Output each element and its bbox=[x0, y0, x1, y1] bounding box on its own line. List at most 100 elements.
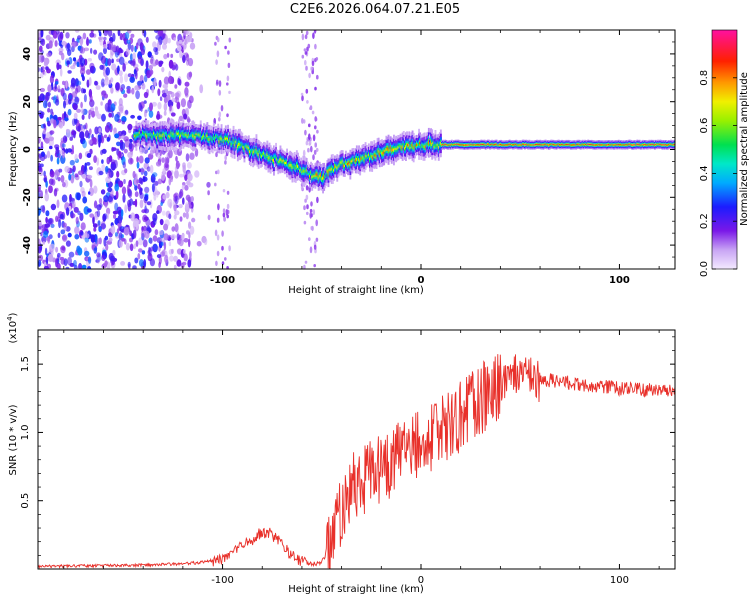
noise-speckle bbox=[152, 217, 157, 226]
noise-speckle bbox=[163, 96, 168, 104]
ridge-cell bbox=[295, 164, 298, 168]
ridge-cell bbox=[307, 172, 310, 175]
ridge-cell bbox=[330, 167, 333, 171]
noise-speckle bbox=[183, 113, 188, 120]
noise-speckle bbox=[178, 204, 183, 209]
noise-speckle bbox=[305, 140, 309, 146]
noise-speckle bbox=[88, 113, 91, 120]
ridge-cell bbox=[233, 143, 236, 147]
noise-speckle bbox=[222, 208, 226, 213]
noise-speckle bbox=[218, 80, 222, 87]
noise-speckle bbox=[55, 258, 58, 268]
ridge-cell bbox=[145, 133, 148, 137]
ridge-cell bbox=[447, 144, 450, 146]
x-tick-label: 0 bbox=[418, 275, 425, 286]
noise-speckle bbox=[308, 142, 312, 146]
ridge-cell bbox=[481, 144, 484, 145]
ridge-cell bbox=[229, 138, 232, 141]
ridge-cell bbox=[133, 134, 136, 137]
noise-speckle bbox=[83, 94, 87, 103]
noise-speckle bbox=[228, 245, 231, 252]
noise-speckle bbox=[218, 111, 222, 118]
noise-speckle bbox=[130, 33, 135, 38]
noise-speckle bbox=[150, 148, 154, 156]
ridge-cell bbox=[598, 144, 601, 146]
ridge-cell bbox=[409, 147, 412, 150]
noise-speckle bbox=[98, 31, 102, 37]
noise-speckle bbox=[216, 250, 220, 257]
ridge-cell bbox=[235, 140, 238, 143]
noise-speckle bbox=[106, 136, 111, 142]
noise-speckle bbox=[86, 208, 92, 213]
noise-speckle bbox=[45, 92, 50, 101]
ridge-cell bbox=[667, 144, 669, 146]
noise-speckle bbox=[132, 170, 136, 179]
ridge-cell bbox=[301, 171, 304, 174]
noise-speckle bbox=[58, 219, 62, 229]
noise-speckle bbox=[98, 36, 104, 40]
ridge-cell bbox=[258, 150, 261, 153]
ridge-cell bbox=[570, 144, 573, 146]
ridge-cell bbox=[468, 144, 471, 146]
noise-speckle bbox=[95, 85, 101, 90]
ridge-cell bbox=[584, 143, 586, 145]
noise-speckle bbox=[122, 193, 126, 203]
noise-speckle bbox=[185, 194, 191, 201]
noise-speckle bbox=[174, 210, 180, 216]
ridge-cell bbox=[288, 164, 291, 167]
noise-speckle bbox=[112, 210, 119, 215]
noise-speckle bbox=[101, 159, 104, 164]
noise-speckle bbox=[143, 170, 148, 177]
ridge-cell bbox=[360, 157, 363, 160]
noise-speckle bbox=[148, 247, 152, 257]
ridge-cell bbox=[483, 143, 486, 145]
noise-speckle bbox=[156, 210, 160, 215]
noise-speckle bbox=[66, 129, 72, 138]
noise-speckle bbox=[48, 178, 54, 185]
noise-speckle bbox=[123, 148, 128, 154]
ridge-cell bbox=[248, 150, 251, 153]
ridge-cell bbox=[528, 143, 531, 145]
ridge-cell bbox=[515, 143, 518, 145]
noise-speckle bbox=[93, 49, 98, 55]
noise-speckle bbox=[72, 103, 78, 111]
y-tick-label: -20 bbox=[22, 188, 33, 206]
ridge-cell bbox=[604, 144, 607, 146]
noise-speckle bbox=[142, 239, 148, 248]
ridge-cell bbox=[304, 169, 307, 173]
ridge-cell bbox=[586, 144, 589, 146]
noise-speckle bbox=[162, 168, 166, 174]
ridge-cell bbox=[291, 166, 294, 170]
noise-speckle bbox=[188, 232, 191, 239]
noise-speckle bbox=[171, 64, 176, 71]
noise-speckle bbox=[228, 37, 232, 43]
noise-speckle bbox=[102, 44, 108, 49]
noise-speckle bbox=[104, 235, 109, 241]
noise-speckle bbox=[65, 32, 70, 39]
ridge-cell bbox=[170, 131, 173, 135]
ridge-cell bbox=[266, 153, 269, 156]
ridge-cell bbox=[436, 143, 439, 146]
ridge-cell bbox=[192, 134, 195, 138]
ridge-cell bbox=[227, 137, 229, 141]
noise-speckle bbox=[171, 97, 176, 103]
noise-speckle bbox=[65, 240, 71, 247]
noise-speckle bbox=[144, 74, 148, 83]
ridge-cell bbox=[445, 144, 448, 145]
noise-speckle bbox=[79, 57, 86, 66]
ridge-cell bbox=[384, 149, 387, 152]
noise-speckle bbox=[57, 85, 61, 91]
ridge-cell bbox=[540, 144, 543, 146]
ridge-cell bbox=[490, 144, 493, 146]
ridge-cell bbox=[401, 145, 404, 149]
ridge-cell bbox=[582, 144, 585, 146]
ridge-cell bbox=[444, 143, 447, 145]
noise-speckle bbox=[62, 151, 65, 159]
noise-speckle bbox=[106, 207, 111, 215]
noise-speckle bbox=[161, 66, 165, 73]
noise-speckle bbox=[72, 41, 77, 49]
ridge-cell bbox=[672, 144, 675, 146]
noise-speckle bbox=[44, 192, 49, 202]
noise-speckle bbox=[160, 241, 164, 246]
noise-speckle bbox=[76, 61, 80, 67]
